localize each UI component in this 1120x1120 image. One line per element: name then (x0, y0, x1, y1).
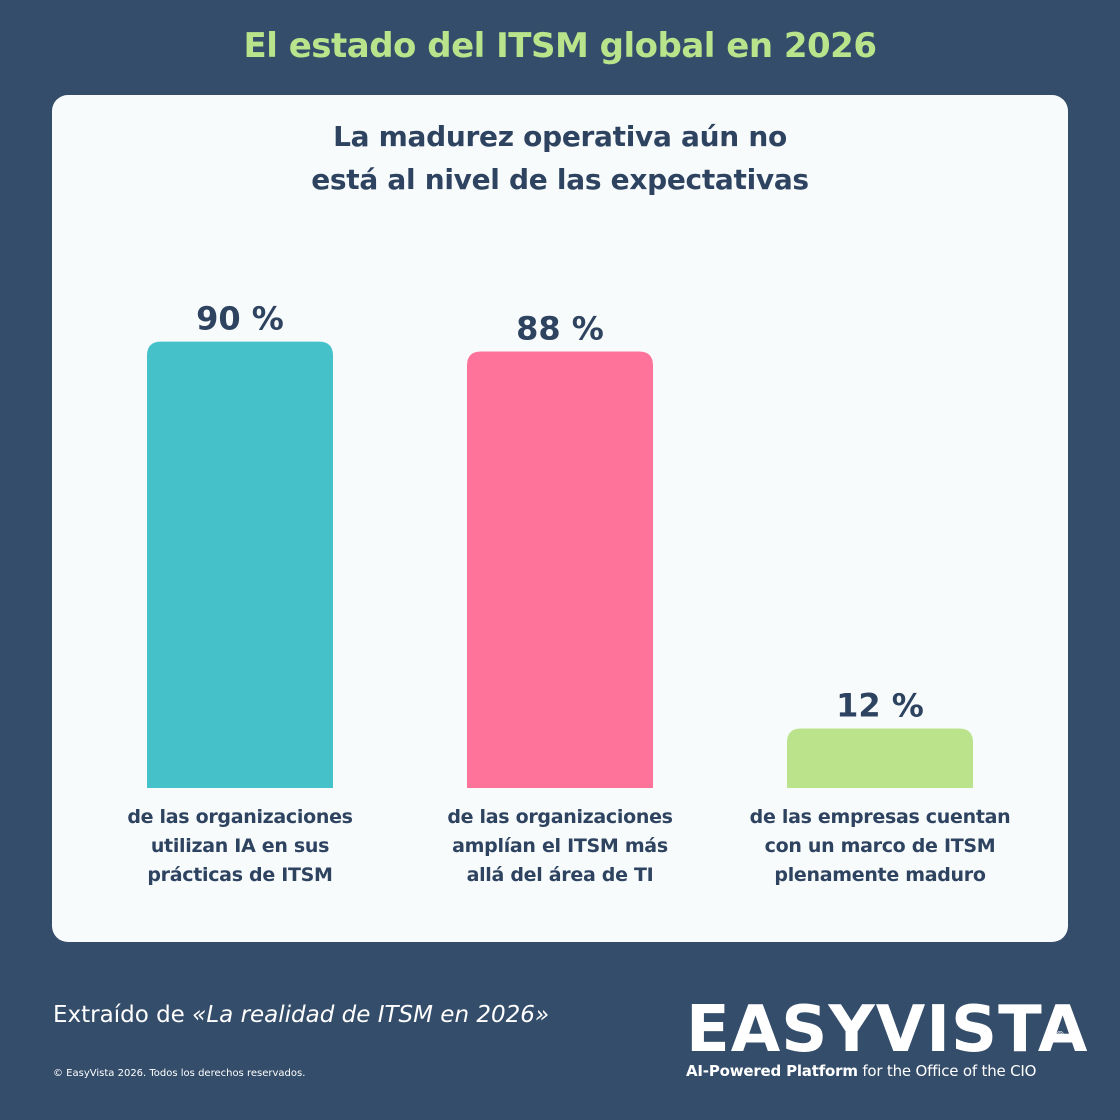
source-title: «La realidad de ITSM en 2026» (192, 1002, 550, 1028)
logo-tagline-bold: AI-Powered Platform (686, 1062, 858, 1080)
bar-caption-3-line-1: de las empresas cuentan (749, 806, 1011, 828)
logo-wordmark: EASYVISTA ® (686, 996, 1087, 1064)
bar-1 (147, 341, 333, 788)
source-prefix: Extraído de (53, 1002, 193, 1028)
bar-caption-1: de las organizaciones utilizan IA en sus… (90, 803, 390, 890)
chart-title-line-1: La madurez operativa aún no (333, 120, 787, 153)
logo-wordmark-text: EASYVISTA (686, 993, 1089, 1067)
bar-value-label-3: 12 % (836, 686, 924, 724)
logo-tagline: AI-Powered Platform for the Office of th… (686, 1062, 1066, 1080)
chart-card: La madurez operativa aún no está al nive… (52, 95, 1068, 942)
bar-caption-1-line-1: de las organizaciones (127, 806, 353, 828)
bar-caption-2-line-3: allá del área de TI (466, 864, 654, 886)
chart-title: La madurez operativa aún no está al nive… (52, 115, 1068, 201)
easyvista-logo: EASYVISTA ® AI-Powered Platform for the … (686, 996, 1087, 1080)
bar-caption-3: de las empresas cuentan con un marco de … (730, 803, 1030, 890)
bar-caption-1-line-2: utilizan IA en sus (150, 835, 330, 857)
page-header-title: El estado del ITSM global en 2026 (243, 26, 878, 66)
logo-registered-mark: ® (1055, 1030, 1066, 1041)
bar-caption-2-line-2: amplían el ITSM más (452, 835, 668, 857)
chart-title-line-2: está al nivel de las expectativas (311, 163, 809, 196)
bar-caption-1-line-3: prácticas de ITSM (147, 864, 333, 886)
logo-tagline-rest: for the Office of the CIO (857, 1062, 1037, 1080)
bar-2 (467, 351, 653, 788)
bar-value-label-2: 88 % (516, 310, 604, 348)
copyright-notice: © EasyVista 2026. Todos los derechos res… (53, 1068, 306, 1079)
bar-caption-3-line-2: con un marco de ITSM (764, 835, 996, 857)
bar-3 (787, 728, 973, 788)
bar-value-label-1: 90 % (196, 300, 284, 338)
source-line: Extraído de «La realidad de ITSM en 2026… (53, 1002, 549, 1028)
bar-caption-2-line-1: de las organizaciones (447, 806, 673, 828)
bar-caption-3-line-3: plenamente maduro (774, 864, 986, 886)
bar-chart: 90 % 88 % 12 % (147, 300, 973, 788)
bar-caption-2: de las organizaciones amplían el ITSM má… (410, 803, 710, 890)
